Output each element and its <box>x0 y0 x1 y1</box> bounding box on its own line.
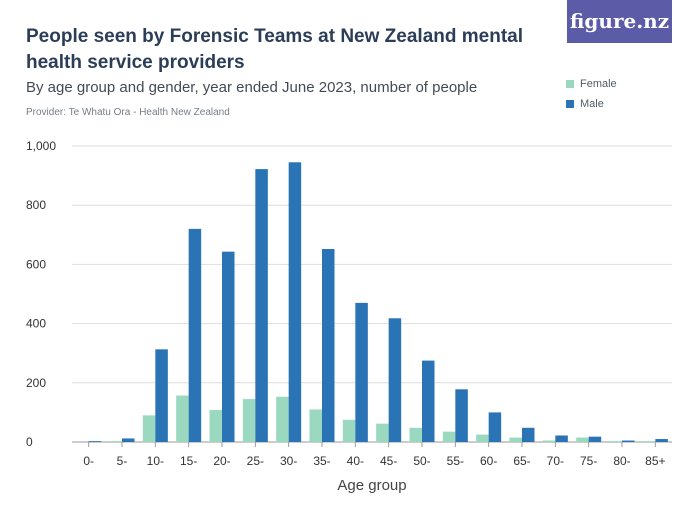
bar-male <box>355 302 368 442</box>
bar-male <box>655 439 668 442</box>
bar-male <box>388 318 402 442</box>
legend-swatch-male <box>566 100 574 108</box>
bar-male <box>322 249 335 442</box>
x-tick-label: 85+ <box>645 454 665 468</box>
x-tick-label: 55- <box>447 454 464 468</box>
bar-female <box>642 441 656 442</box>
bar-female <box>509 437 522 442</box>
bar-female <box>209 410 222 442</box>
bar-male <box>588 436 602 442</box>
legend-item-female: Female <box>566 74 617 94</box>
bar-male <box>488 412 502 442</box>
x-axis-label: Age group <box>337 477 406 494</box>
y-tick-label: 800 <box>26 198 46 212</box>
x-tick-label: 10- <box>147 454 164 468</box>
x-tick-label: 65- <box>513 454 530 468</box>
bar-female <box>609 441 622 442</box>
chart-subtitle: By age group and gender, year ended June… <box>26 79 478 96</box>
x-tick-label: 0- <box>83 454 94 468</box>
y-tick-label: 0 <box>26 435 33 449</box>
bar-male <box>288 162 302 442</box>
bar-female <box>576 437 589 442</box>
x-tick-label: 25- <box>247 454 264 468</box>
y-tick-label: 600 <box>26 257 46 271</box>
provider-note: Provider: Te Whatu Ora - Health New Zeal… <box>26 107 230 118</box>
legend-item-male: Male <box>566 94 617 114</box>
x-tick-label: 70- <box>547 454 564 468</box>
x-tick-label: 80- <box>613 454 630 468</box>
bar-female <box>376 423 389 442</box>
bar-male <box>422 360 435 442</box>
x-tick-label: 50- <box>413 454 430 468</box>
legend-swatch-female <box>566 80 574 88</box>
y-tick-label: 1,000 <box>26 139 56 153</box>
legend-label-male: Male <box>580 98 604 110</box>
brand-logo[interactable]: figure.nz <box>567 0 672 43</box>
bar-female <box>442 431 456 442</box>
bar-male <box>222 251 235 442</box>
bar-male <box>188 228 202 442</box>
x-tick-label: 75- <box>580 454 597 468</box>
bar-female <box>109 441 122 442</box>
x-tick-label: 30- <box>280 454 297 468</box>
bar-male <box>622 440 635 442</box>
chart-legend: Female Male <box>566 74 617 114</box>
bar-female <box>142 415 156 442</box>
bar-male <box>522 427 535 442</box>
bar-male <box>255 169 268 442</box>
bar-male <box>455 389 468 442</box>
bar-female <box>276 396 289 442</box>
x-tick-label: 35- <box>313 454 330 468</box>
bar-male <box>155 349 168 442</box>
bar-female <box>342 419 356 442</box>
chart-title: People seen by Forensic Teams at New Zea… <box>26 26 523 73</box>
bar-male <box>88 441 102 442</box>
x-tick-label: 20- <box>213 454 230 468</box>
bar-female <box>176 395 189 442</box>
y-tick-label: 200 <box>26 376 46 390</box>
y-tick-label: 400 <box>26 317 46 331</box>
x-tick-label: 15- <box>180 454 197 468</box>
bar-female <box>476 434 489 442</box>
bar-female <box>542 440 556 442</box>
bar-female <box>309 409 322 442</box>
x-tick-label: 40- <box>347 454 364 468</box>
legend-label-female: Female <box>580 78 617 90</box>
x-tick-label: 45- <box>380 454 397 468</box>
bar-female <box>242 399 256 442</box>
bar-male <box>555 435 568 442</box>
bar-female <box>409 427 422 442</box>
x-tick-label: 5- <box>117 454 128 468</box>
bar-male <box>122 438 135 442</box>
x-tick-label: 60- <box>480 454 497 468</box>
